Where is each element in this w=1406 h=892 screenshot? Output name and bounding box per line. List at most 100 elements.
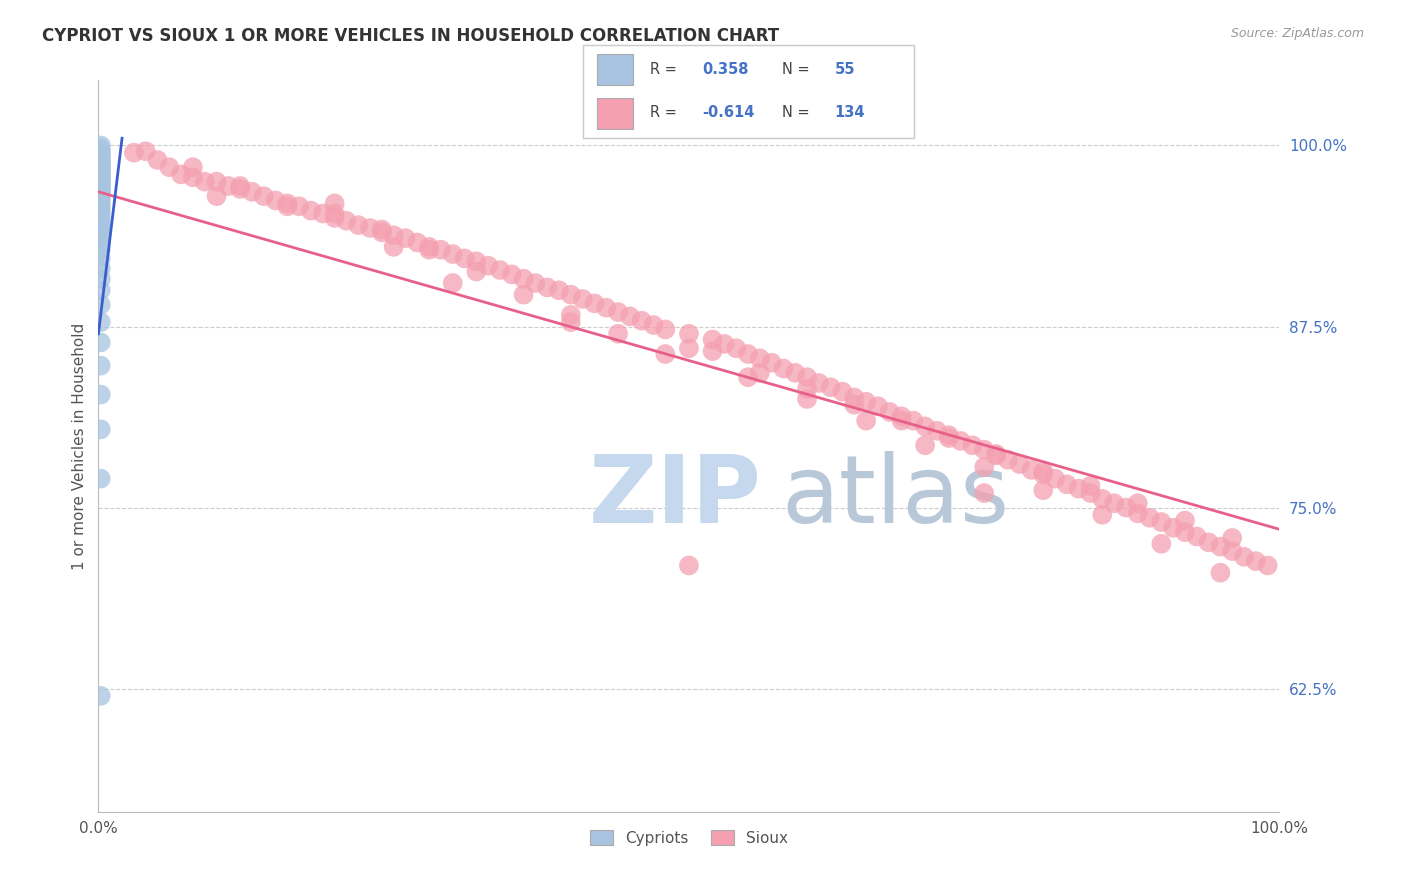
Point <box>90 192 112 206</box>
Point <box>90 422 112 436</box>
Point <box>323 196 346 211</box>
Text: CYPRIOT VS SIOUX 1 OR MORE VEHICLES IN HOUSEHOLD CORRELATION CHART: CYPRIOT VS SIOUX 1 OR MORE VEHICLES IN H… <box>42 27 779 45</box>
Point <box>1257 558 1279 573</box>
Point <box>643 318 665 332</box>
Point <box>796 382 818 396</box>
Text: N =: N = <box>782 62 814 78</box>
Point <box>194 175 217 189</box>
Point <box>595 301 617 315</box>
Point <box>418 243 440 257</box>
Point <box>90 159 112 173</box>
Point <box>90 178 112 192</box>
Point <box>90 138 112 153</box>
Point <box>1185 529 1208 543</box>
Bar <box>596 98 633 129</box>
Point <box>90 335 112 350</box>
Point <box>1150 537 1173 551</box>
Point <box>217 179 239 194</box>
Point <box>713 337 735 351</box>
Point <box>90 199 112 213</box>
Point <box>1056 477 1078 491</box>
Point <box>973 460 995 475</box>
Point <box>512 287 534 301</box>
Point <box>90 211 112 225</box>
Point <box>288 199 311 213</box>
Point <box>1126 496 1149 510</box>
Point <box>1233 549 1256 564</box>
Point <box>90 359 112 373</box>
Point <box>371 225 394 239</box>
Point <box>90 160 112 174</box>
Point <box>489 263 512 277</box>
Point <box>536 280 558 294</box>
Point <box>90 168 112 182</box>
Point <box>90 154 112 169</box>
Text: 55: 55 <box>835 62 855 78</box>
Point <box>90 236 112 251</box>
Point <box>90 315 112 329</box>
Text: 134: 134 <box>835 105 865 120</box>
Point <box>382 228 405 243</box>
Point <box>347 218 370 232</box>
Point <box>90 185 112 199</box>
Point <box>477 259 499 273</box>
Point <box>702 333 724 347</box>
Point <box>796 370 818 384</box>
Point <box>583 296 606 310</box>
Point <box>90 182 112 196</box>
Point <box>654 347 676 361</box>
Point <box>844 391 866 405</box>
Point <box>962 438 984 452</box>
Point <box>90 152 112 166</box>
Point <box>1032 467 1054 482</box>
Point <box>938 428 960 442</box>
Point <box>181 160 204 174</box>
Text: R =: R = <box>650 62 681 78</box>
Point <box>820 380 842 394</box>
Point <box>571 292 593 306</box>
Point <box>1139 510 1161 524</box>
Point <box>560 287 582 301</box>
Point <box>90 173 112 187</box>
Point <box>737 370 759 384</box>
Point <box>441 247 464 261</box>
Point <box>678 341 700 355</box>
Point <box>240 185 263 199</box>
Point <box>441 276 464 290</box>
Point <box>465 264 488 278</box>
Point <box>90 229 112 244</box>
Point <box>453 252 475 266</box>
Point <box>323 206 346 220</box>
Point <box>90 145 112 159</box>
Point <box>1115 500 1137 515</box>
Text: atlas: atlas <box>782 451 1010 543</box>
Point <box>90 298 112 312</box>
Point <box>1102 496 1125 510</box>
Text: 0.358: 0.358 <box>703 62 749 78</box>
Point <box>406 235 429 250</box>
Point <box>855 394 877 409</box>
Point <box>90 689 112 703</box>
Point <box>1209 540 1232 554</box>
Point <box>276 196 298 211</box>
Point <box>938 431 960 445</box>
Point <box>312 206 335 220</box>
Point <box>560 308 582 322</box>
Point <box>1198 535 1220 549</box>
Point <box>807 376 830 390</box>
Point <box>90 171 112 186</box>
Point <box>866 399 889 413</box>
Bar <box>596 54 633 85</box>
Point <box>973 442 995 457</box>
Point <box>914 438 936 452</box>
Point <box>276 199 298 213</box>
Point <box>430 243 453 257</box>
Point <box>524 276 547 290</box>
Point <box>323 211 346 225</box>
Point <box>229 182 252 196</box>
Point <box>299 203 322 218</box>
Point <box>229 179 252 194</box>
Text: Source: ZipAtlas.com: Source: ZipAtlas.com <box>1230 27 1364 40</box>
Point <box>548 283 571 297</box>
Point <box>90 243 112 257</box>
